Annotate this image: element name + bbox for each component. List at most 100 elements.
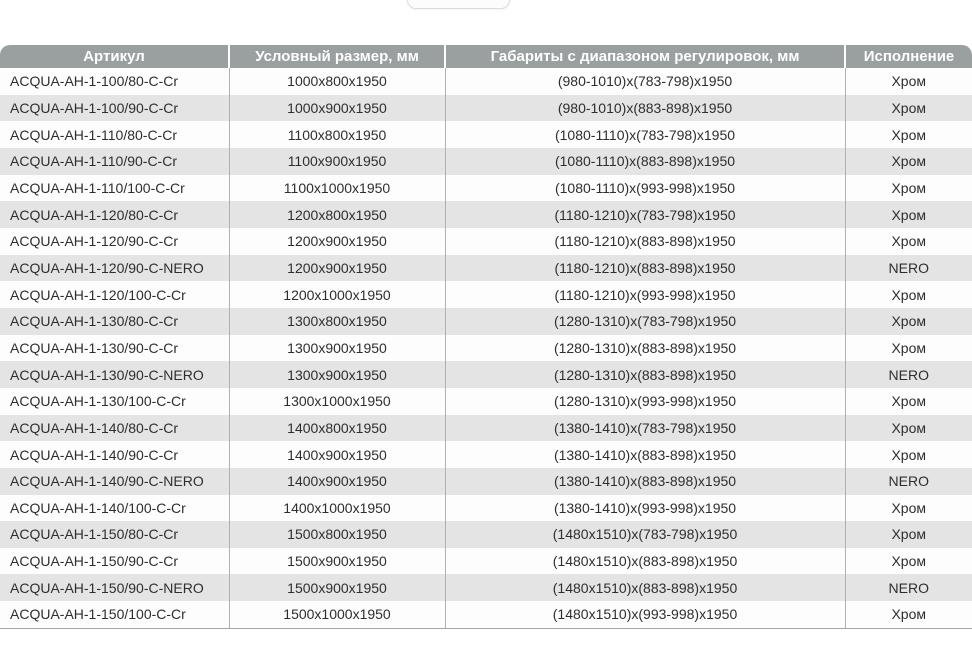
table-row: ACQUA-AH-1-130/90-C-NERO 1300x900x1950 (12…	[0, 361, 972, 388]
specs-table: Артикул Условный размер, мм Габариты с д…	[0, 45, 972, 628]
cell-article: ACQUA-AH-1-100/80-C-Cr	[10, 73, 179, 90]
cell-nominal-size: 1300x900x1950	[228, 361, 445, 388]
cell-finish: Хром	[844, 387, 972, 415]
cell-nominal-size: 1100x900x1950	[228, 147, 445, 175]
table-row: ACQUA-AH-1-110/80-C-Cr 1100x800x1950 (1080…	[0, 121, 972, 148]
cell-finish: Хром	[844, 601, 972, 628]
cell-finish: Хром	[844, 547, 972, 575]
cell-nominal-size: 1500x800x1950	[228, 521, 445, 548]
cell-nominal-size: 1200x800x1950	[228, 201, 445, 228]
cell-nominal-size: 1500x900x1950	[228, 547, 445, 575]
cell-article: ACQUA-AH-1-120/100-C-Cr	[10, 286, 186, 303]
column-header-article: Артикул	[0, 45, 229, 68]
cell-nominal-size: 1000x800x1950	[228, 68, 445, 95]
cell-article: ACQUA-AH-1-140/100-C-Cr	[10, 499, 186, 516]
cell-article: ACQUA-AH-1-130/100-C-Cr	[10, 393, 186, 410]
cell-nominal-size: 1400x900x1950	[228, 467, 445, 495]
cell-nominal-size: 1400x900x1950	[228, 441, 445, 468]
cell-nominal-size: 1500x1000x1950	[228, 601, 445, 628]
column-header-nominal-size: Условный размер, мм	[228, 45, 445, 68]
cell-article: ACQUA-AH-1-140/90-C-Cr	[10, 446, 179, 463]
cell-nominal-size: 1000x900x1950	[228, 94, 445, 122]
cell-nominal-size: 1100x1000x1950	[228, 174, 445, 202]
cell-article: ACQUA-AH-1-150/100-C-Cr	[10, 606, 186, 623]
cell-article: ACQUA-AH-1-150/80-C-Cr	[10, 526, 179, 543]
cell-finish: Хром	[844, 334, 972, 362]
cell-nominal-size: 1200x1000x1950	[228, 281, 445, 308]
table-body: ACQUA-AH-1-100/80-C-Cr 1000x800x1950 (980-…	[0, 68, 972, 628]
table-row: ACQUA-AH-1-110/100-C-Cr 1100x1000x1950 (10…	[0, 174, 972, 202]
cell-article: ACQUA-AH-1-140/80-C-Cr	[10, 419, 179, 436]
cell-dimensions-range: (1180-1210)x(993-998)x1950	[444, 281, 845, 308]
cell-dimensions-range: (1380-1410)x(883-898)x1950	[444, 441, 845, 468]
header-row: Артикул Условный размер, мм Габариты с д…	[0, 45, 972, 68]
cell-nominal-size: 1300x900x1950	[228, 334, 445, 362]
product-specs-table: Артикул Условный размер, мм Габариты с д…	[0, 45, 972, 629]
cell-dimensions-range: (1480x1510)x(783-798)x1950	[444, 521, 845, 548]
cell-dimensions-range: (980-1010)x(783-798)x1950	[444, 68, 845, 95]
cell-finish: Хром	[844, 281, 972, 308]
column-header-finish: Исполнение	[844, 45, 972, 68]
cell-article: ACQUA-AH-1-110/100-C-Cr	[10, 179, 185, 196]
cell-nominal-size: 1400x800x1950	[228, 414, 445, 442]
cell-nominal-size: 1200x900x1950	[228, 227, 445, 255]
table-row: ACQUA-AH-1-150/90-C-NERO 1500x900x1950 (14…	[0, 574, 972, 602]
cell-dimensions-range: (1180-1210)x(883-898)x1950	[444, 254, 845, 282]
cell-article: ACQUA-AH-1-140/90-C-NERO	[10, 473, 204, 490]
cell-dimensions-range: (1180-1210)x(883-898)x1950	[444, 227, 845, 255]
cell-finish: Хром	[844, 147, 972, 175]
cell-dimensions-range: (1380-1410)x(883-898)x1950	[444, 467, 845, 495]
cell-finish: Хром	[844, 494, 972, 522]
table-row: ACQUA-AH-1-120/100-C-Cr 1200x1000x1950 (11…	[0, 281, 972, 308]
table-row: ACQUA-AH-1-140/90-C-NERO 1400x900x1950 (13…	[0, 467, 972, 495]
cell-article: ACQUA-AH-1-110/80-C-Cr	[10, 126, 177, 143]
cell-article: ACQUA-AH-1-130/90-C-Cr	[10, 339, 179, 356]
cell-finish: Хром	[844, 307, 972, 335]
cell-finish: Хром	[844, 94, 972, 122]
cell-nominal-size: 1300x800x1950	[228, 307, 445, 335]
cell-nominal-size: 1400x1000x1950	[228, 494, 445, 522]
cell-finish: NERO	[844, 574, 972, 602]
cell-dimensions-range: (1480x1510)x(993-998)x1950	[444, 601, 845, 628]
cell-finish: Хром	[844, 68, 972, 95]
cell-nominal-size: 1500x900x1950	[228, 574, 445, 602]
cell-dimensions-range: (1280-1310)x(993-998)x1950	[444, 387, 845, 415]
table-row: ACQUA-AH-1-130/80-C-Cr 1300x800x1950 (1280…	[0, 307, 972, 335]
cell-dimensions-range: (980-1010)x(883-898)x1950	[444, 94, 845, 122]
cell-dimensions-range: (1280-1310)x(883-898)x1950	[444, 334, 845, 362]
table-row: ACQUA-AH-1-150/80-C-Cr 1500x800x1950 (1480…	[0, 521, 972, 548]
cell-finish: Хром	[844, 174, 972, 202]
cell-dimensions-range: (1480x1510)x(883-898)x1950	[444, 574, 845, 602]
cell-article: ACQUA-AH-1-150/90-C-NERO	[10, 579, 204, 596]
table-row: ACQUA-AH-1-150/90-C-Cr 1500x900x1950 (1480…	[0, 547, 972, 575]
cell-finish: Хром	[844, 201, 972, 228]
cell-dimensions-range: (1080-1110)x(883-898)x1950	[444, 147, 845, 175]
cell-finish: Хром	[844, 414, 972, 442]
cell-dimensions-range: (1380-1410)x(993-998)x1950	[444, 494, 845, 522]
cell-dimensions-range: (1380-1410)x(783-798)x1950	[444, 414, 845, 442]
cell-finish: Хром	[844, 441, 972, 468]
cell-nominal-size: 1300x1000x1950	[228, 387, 445, 415]
cell-finish: Хром	[844, 121, 972, 148]
cell-article: ACQUA-AH-1-110/90-C-Cr	[10, 153, 177, 170]
cell-nominal-size: 1100x800x1950	[228, 121, 445, 148]
table-row: ACQUA-AH-1-140/90-C-Cr 1400x900x1950 (1380…	[0, 441, 972, 468]
table-row: ACQUA-AH-1-100/90-C-Cr 1000x900x1950 (980-…	[0, 94, 972, 122]
cell-nominal-size: 1200x900x1950	[228, 254, 445, 282]
cell-article: ACQUA-AH-1-120/80-C-Cr	[10, 206, 179, 223]
table-row: ACQUA-AH-1-150/100-C-Cr 1500x1000x1950 (14…	[0, 601, 972, 628]
cell-finish: NERO	[844, 467, 972, 495]
table-row: ACQUA-AH-1-100/80-C-Cr 1000x800x1950 (980-…	[0, 68, 972, 95]
cell-dimensions-range: (1080-1110)x(783-798)x1950	[444, 121, 845, 148]
cell-dimensions-range: (1280-1310)x(883-898)x1950	[444, 361, 845, 388]
table-header: Артикул Условный размер, мм Габариты с д…	[0, 45, 972, 68]
cell-article: ACQUA-AH-1-120/90-C-Cr	[10, 233, 179, 250]
cell-article: ACQUA-AH-1-150/90-C-Cr	[10, 553, 179, 570]
cell-dimensions-range: (1180-1210)x(783-798)x1950	[444, 201, 845, 228]
cell-article: ACQUA-AH-1-130/80-C-Cr	[10, 313, 179, 330]
column-header-dimensions-range: Габариты с диапазоном регулировок, мм	[444, 45, 845, 68]
top-page-fragment	[407, 0, 510, 9]
table-row: ACQUA-AH-1-120/90-C-NERO 1200x900x1950 (11…	[0, 254, 972, 282]
cell-dimensions-range: (1480x1510)x(883-898)x1950	[444, 547, 845, 575]
cell-finish: Хром	[844, 227, 972, 255]
